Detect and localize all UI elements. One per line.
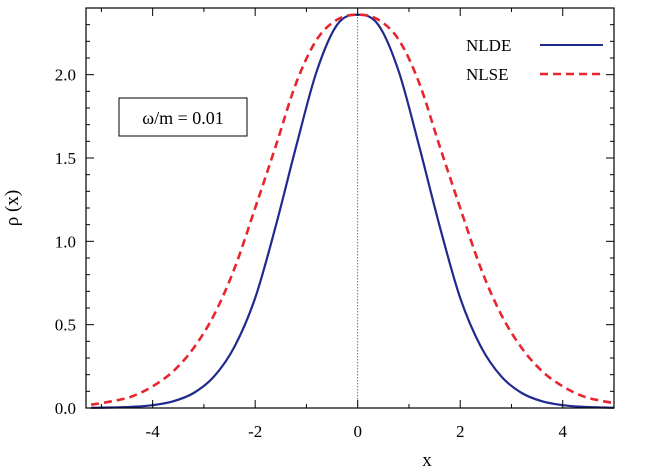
x-tick-label: 4 xyxy=(558,422,567,441)
y-tick-label: 1.5 xyxy=(55,149,76,168)
y-tick-label: 1.0 xyxy=(55,232,76,251)
x-tick-label: -4 xyxy=(146,422,161,441)
x-tick-label: 2 xyxy=(456,422,465,441)
legend-label-nlde: NLDE xyxy=(466,36,511,55)
annotation-text: ω/m = 0.01 xyxy=(142,108,224,128)
x-tick-label: 0 xyxy=(353,422,362,441)
legend-label-nlse: NLSE xyxy=(466,65,509,84)
y-tick-label: 0.0 xyxy=(55,399,76,418)
ticks-group: -4 -2 0 2 4 0.0 0.5 1.0 1.5 2.0 xyxy=(55,8,615,441)
y-axis-label: ρ (x) xyxy=(2,190,23,226)
plot-area xyxy=(86,8,614,408)
y-tick-label: 0.5 xyxy=(55,316,76,335)
annotation-box: ω/m = 0.01 xyxy=(118,97,248,137)
legend: NLDE NLSE xyxy=(466,36,603,84)
x-axis-label: x xyxy=(422,450,432,470)
annotation-frame xyxy=(118,97,248,137)
y-tick-label: 2.0 xyxy=(55,66,76,85)
x-tick-label: -2 xyxy=(248,422,262,441)
